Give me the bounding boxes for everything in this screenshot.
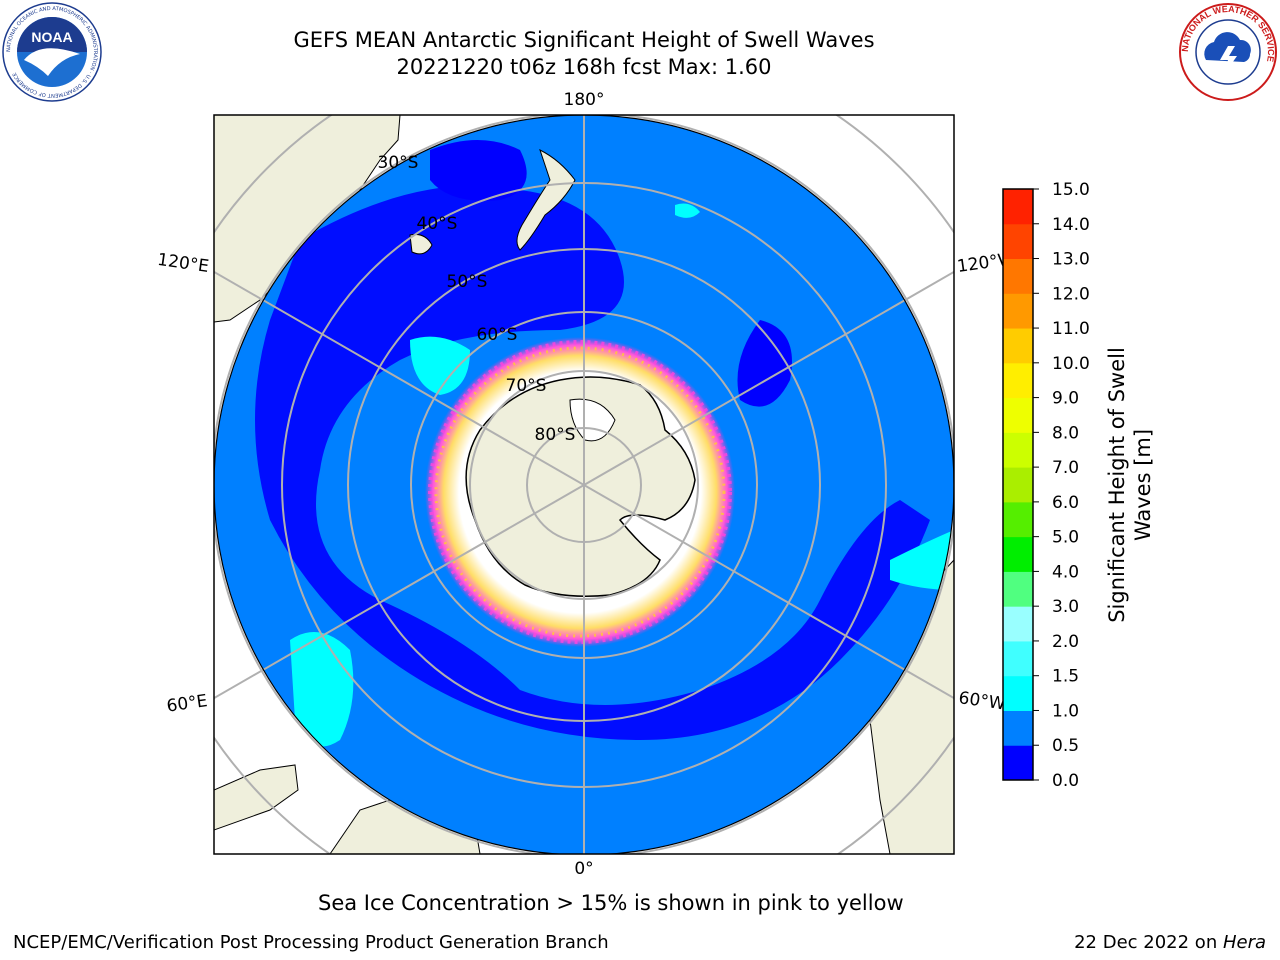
lon-label-0: 0° bbox=[574, 859, 593, 879]
footer-date: 22 Dec 2022 on Hera bbox=[1074, 932, 1266, 953]
colorbar-tick-label: 4.0 bbox=[1052, 562, 1079, 582]
colorbar-tick-label: 9.0 bbox=[1052, 389, 1079, 409]
colorbar-segment bbox=[1003, 710, 1033, 746]
colorbar-segment bbox=[1003, 501, 1033, 538]
colorbar: 0.0 0.5 1.0 1.5 2.0 3.0 4.0 5.0 6.0 7.0 8.0 9.0 10.0… bbox=[1002, 180, 1090, 791]
colorbar-segment bbox=[1003, 606, 1033, 642]
colorbar-segment bbox=[1003, 675, 1033, 711]
colorbar-segment bbox=[1003, 536, 1033, 572]
lat-label-30s: 30°S bbox=[378, 153, 419, 173]
colorbar-segment bbox=[1003, 745, 1033, 781]
colorbar-segment bbox=[1003, 640, 1033, 677]
colorbar-tick-label: 7.0 bbox=[1052, 458, 1079, 478]
colorbar-segment bbox=[1003, 397, 1033, 433]
colorbar-tick-label: 1.5 bbox=[1052, 667, 1079, 687]
colorbar-label-line1: Significant Height of Swell bbox=[1105, 347, 1129, 623]
colorbar-segment bbox=[1003, 258, 1033, 294]
chart-title: GEFS MEAN Antarctic Significant Height o… bbox=[293, 28, 875, 52]
colorbar-tick-label: 14.0 bbox=[1052, 215, 1090, 235]
new-zealand-land bbox=[516, 149, 576, 251]
lat-label-70s: 70°S bbox=[506, 376, 547, 396]
colorbar-label-line2: Waves [m] bbox=[1131, 429, 1155, 541]
colorbar-tick-label: 1.0 bbox=[1052, 701, 1079, 721]
colorbar-segment bbox=[1003, 432, 1033, 468]
lon-label-120e: 120°E bbox=[156, 250, 210, 277]
map-plot-area bbox=[214, 115, 954, 854]
graticule bbox=[214, 115, 954, 854]
colorbar-tick-label: 12.0 bbox=[1052, 284, 1090, 304]
noaa-logo-text: NOAA bbox=[31, 29, 72, 45]
colorbar-segment bbox=[1003, 467, 1033, 503]
footer-credit: NCEP/EMC/Verification Post Processing Pr… bbox=[13, 932, 609, 953]
chart-subtitle: 20221220 t06z 168h fcst Max: 1.60 bbox=[396, 55, 772, 79]
colorbar-tick-label: 0.0 bbox=[1052, 771, 1079, 791]
colorbar-segment bbox=[1003, 223, 1033, 260]
lon-label-180: 180° bbox=[564, 90, 605, 110]
map-frame bbox=[213, 114, 955, 855]
colorbar-tick-label: 8.0 bbox=[1052, 423, 1079, 443]
lon-label-60w: 60°W bbox=[957, 688, 1006, 714]
colorbar-segment bbox=[1003, 328, 1033, 364]
colorbar-segment bbox=[1003, 189, 1033, 225]
colorbar-segment bbox=[1003, 362, 1033, 399]
footer-host: Hera bbox=[1222, 932, 1266, 953]
colorbar-segment bbox=[1003, 293, 1033, 329]
lat-label-50s: 50°S bbox=[447, 272, 488, 292]
colorbar-tick-label: 13.0 bbox=[1052, 250, 1090, 270]
colorbar-tick-label: 6.0 bbox=[1052, 493, 1079, 513]
colorbar-segment bbox=[1003, 571, 1033, 607]
lat-label-40s: 40°S bbox=[417, 214, 458, 234]
colorbar-tick-label: 0.5 bbox=[1052, 736, 1079, 756]
nws-logo: NATIONAL WEATHER SERVICE bbox=[1179, 3, 1277, 101]
colorbar-tick-label: 15.0 bbox=[1052, 180, 1090, 200]
lat-label-80s: 80°S bbox=[535, 425, 576, 445]
colorbar-tick-label: 10.0 bbox=[1052, 354, 1090, 374]
lat-label-60s: 60°S bbox=[477, 325, 518, 345]
lon-label-60e: 60°E bbox=[165, 691, 208, 716]
colorbar-tick-label: 2.0 bbox=[1052, 632, 1079, 652]
colorbar-tick-label: 3.0 bbox=[1052, 597, 1079, 617]
colorbar-frame bbox=[1002, 188, 1034, 781]
colorbar-tick-label: 5.0 bbox=[1052, 528, 1079, 548]
sea-ice-caption: Sea Ice Concentration > 15% is shown in … bbox=[318, 891, 904, 915]
footer-date-text: 22 Dec 2022 on bbox=[1074, 932, 1223, 953]
colorbar-tick-label: 11.0 bbox=[1052, 319, 1090, 339]
madagascar-land bbox=[214, 764, 299, 831]
noaa-logo: NOAA NATIONAL OCEANIC AND ATMOSPHERIC AD… bbox=[2, 2, 102, 102]
low-swell-region bbox=[255, 185, 930, 741]
